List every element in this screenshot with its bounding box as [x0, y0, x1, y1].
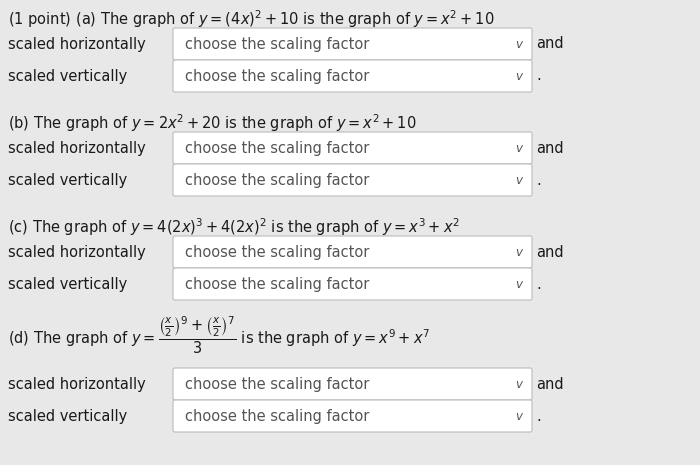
Text: scaled vertically: scaled vertically [8, 68, 127, 84]
Text: v: v [515, 173, 522, 186]
Text: v: v [515, 278, 522, 291]
Text: scaled vertically: scaled vertically [8, 408, 127, 424]
Text: v: v [515, 38, 522, 51]
FancyBboxPatch shape [173, 236, 532, 268]
FancyBboxPatch shape [173, 400, 532, 432]
Text: v: v [515, 246, 522, 259]
FancyBboxPatch shape [173, 164, 532, 196]
Text: scaled vertically: scaled vertically [8, 173, 127, 187]
Text: scaled horizontally: scaled horizontally [8, 245, 146, 259]
Text: choose the scaling factor: choose the scaling factor [185, 408, 370, 424]
FancyBboxPatch shape [173, 268, 532, 300]
Text: v: v [515, 69, 522, 82]
Text: v: v [515, 378, 522, 391]
Text: choose the scaling factor: choose the scaling factor [185, 245, 370, 259]
Text: (1 point) (a) The graph of $y = (4x)^2 + 10$ is the graph of $y = x^2 + 10$: (1 point) (a) The graph of $y = (4x)^2 +… [8, 8, 494, 30]
Text: scaled horizontally: scaled horizontally [8, 377, 146, 392]
FancyBboxPatch shape [173, 60, 532, 92]
Text: and: and [536, 245, 564, 259]
Text: .: . [536, 173, 540, 187]
Text: choose the scaling factor: choose the scaling factor [185, 377, 370, 392]
Text: (b) The graph of $y = 2x^2 + 20$ is the graph of $y = x^2 + 10$: (b) The graph of $y = 2x^2 + 20$ is the … [8, 112, 416, 134]
FancyBboxPatch shape [173, 132, 532, 164]
Text: v: v [515, 410, 522, 423]
Text: v: v [515, 141, 522, 154]
Text: choose the scaling factor: choose the scaling factor [185, 36, 370, 52]
Text: (d) The graph of $y = \dfrac{\left(\frac{x}{2}\right)^9 + \left(\frac{x}{2}\righ: (d) The graph of $y = \dfrac{\left(\frac… [8, 315, 430, 357]
Text: choose the scaling factor: choose the scaling factor [185, 140, 370, 155]
Text: .: . [536, 408, 540, 424]
Text: scaled horizontally: scaled horizontally [8, 36, 146, 52]
Text: and: and [536, 377, 564, 392]
FancyBboxPatch shape [173, 368, 532, 400]
Text: scaled horizontally: scaled horizontally [8, 140, 146, 155]
Text: and: and [536, 140, 564, 155]
FancyBboxPatch shape [173, 28, 532, 60]
Text: .: . [536, 277, 540, 292]
Text: .: . [536, 68, 540, 84]
Text: choose the scaling factor: choose the scaling factor [185, 277, 370, 292]
Text: (c) The graph of $y = 4(2x)^3 + 4(2x)^2$ is the graph of $y = x^3 + x^2$: (c) The graph of $y = 4(2x)^3 + 4(2x)^2$… [8, 216, 460, 238]
Text: choose the scaling factor: choose the scaling factor [185, 68, 370, 84]
Text: choose the scaling factor: choose the scaling factor [185, 173, 370, 187]
Text: and: and [536, 36, 564, 52]
Text: scaled vertically: scaled vertically [8, 277, 127, 292]
